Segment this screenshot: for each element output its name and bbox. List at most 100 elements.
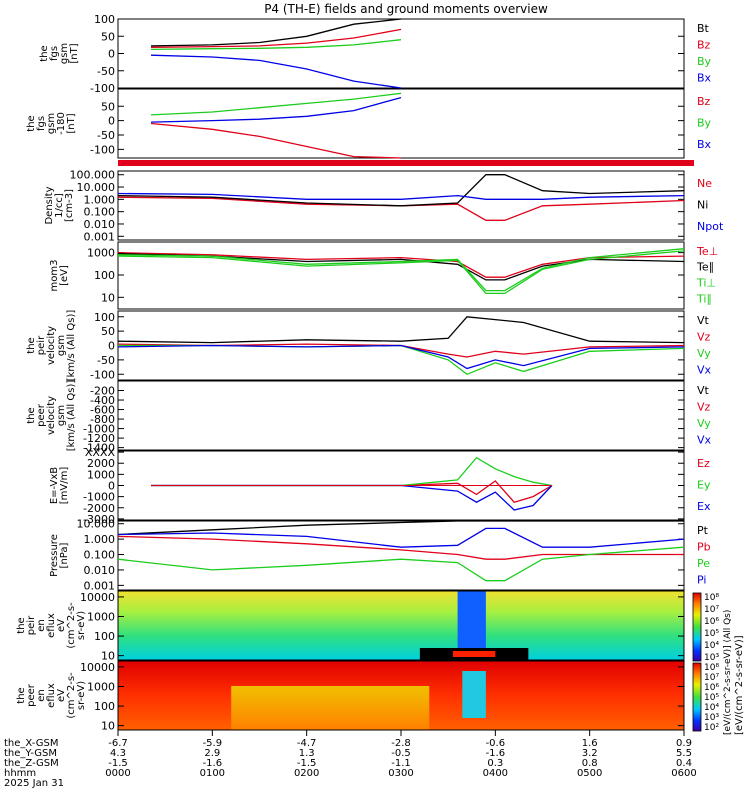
y-tick-label: 0 — [108, 480, 115, 493]
y-axis-label: gsm — [46, 113, 57, 134]
colorbar-label: 10⁴ — [704, 703, 719, 713]
x-tick-label: -4.7 — [297, 738, 317, 749]
y-tick-label: -1400 — [83, 442, 115, 455]
y-tick-label: 10000 — [80, 661, 115, 674]
x-tick-label: -5.9 — [203, 738, 223, 749]
x-tick-label: -1.6 — [203, 758, 223, 769]
y-axis-label: en — [36, 619, 47, 632]
y-tick-label: 0.100 — [84, 206, 116, 219]
legend-label: Npot — [697, 220, 724, 233]
x-tick-label: 5.5 — [676, 748, 692, 759]
y-axis-label: [km/s (All Qs)] — [66, 380, 77, 452]
panel-peer_spec: 10000 1000 100 10 the peer en eflux eV (cm^2-s-sr… — [16, 660, 685, 733]
colorbar-subtitle: [eV/(cm^2-s-sr-eV)] (All Qs) — [723, 610, 733, 735]
x-tick-label: -2.8 — [391, 738, 411, 749]
y-axis-label: [nT] — [66, 113, 77, 133]
y-axis-label: Density — [44, 186, 55, 224]
y-axis-label: peer — [26, 683, 37, 707]
y-tick-label: 1.000 — [84, 193, 116, 206]
legend-label: Vz — [697, 330, 711, 343]
series-line-Ex — [151, 484, 553, 511]
y-axis-label: peer — [36, 403, 47, 427]
x-tick-label: 0300 — [388, 768, 413, 779]
legend-label: Bx — [697, 71, 712, 84]
y-tick-label: -3000 — [83, 513, 115, 526]
y-tick-label: 100 — [94, 13, 115, 26]
series-line-Vx — [117, 344, 685, 370]
legend-label: Pb — [697, 540, 711, 553]
x-tick-label: -1.1 — [391, 758, 411, 769]
y-tick-label: -600 — [90, 404, 115, 417]
series-line-Pi — [117, 527, 685, 548]
x-tick-label: -1.6 — [486, 748, 506, 759]
y-tick-label: 50 — [101, 100, 115, 113]
panel-pressure: 10.000 1.000 0.100 0.010 0.001 Pressure [nPa] P… — [49, 518, 711, 593]
x-row-label: hhmm — [4, 768, 36, 779]
panel-vel_peer: -200-400-600-800-1000-1200-1400 the peer ve… — [26, 380, 712, 455]
series-line-Pb — [117, 535, 684, 560]
y-axis-label: the — [26, 115, 37, 131]
y-axis-label: -180 — [56, 112, 67, 135]
y-tick-label: 100 — [94, 630, 115, 643]
y-tick-label: 10.000 — [77, 518, 116, 531]
panel-frame — [117, 590, 685, 661]
y-axis-label: [eV] — [59, 265, 70, 286]
x-tick-label: 0600 — [671, 768, 696, 779]
series-line-Ey — [151, 456, 553, 487]
y-axis-label: [km/s (All Qs)] — [66, 310, 77, 382]
y-tick-label: 100.000 — [70, 169, 116, 182]
legend-label: Pi — [697, 573, 706, 586]
x-row-label: the_Z-GSM — [4, 758, 59, 769]
y-tick-label: 10 — [101, 650, 115, 663]
y-axis-label: the — [26, 407, 37, 423]
y-tick-label: 0 — [108, 340, 115, 353]
series-line-Ti∥ — [117, 250, 685, 295]
legend-label: Vy — [697, 347, 711, 360]
y-tick-label: -2000 — [83, 502, 115, 515]
legend-label: Pe — [697, 557, 710, 570]
panel-fgs_gsm_clip: 50 0-50-100 the fgs gsm -180 [nT] Bz By Bx — [26, 88, 712, 159]
legend-label: Te⊥ — [696, 245, 718, 258]
colorbar-label: 10⁵ — [704, 693, 719, 703]
x-tick-label: 0100 — [200, 768, 225, 779]
x-tick-label: -0.6 — [486, 738, 506, 749]
y-tick-label: 100 — [94, 269, 115, 282]
y-axis-label: Pressure — [49, 534, 60, 577]
y-tick-label: 50 — [101, 325, 115, 338]
x-tick-label: 1.6 — [582, 738, 598, 749]
y-axis-label: fgs — [36, 116, 47, 131]
plot-title: P4 (TH-E) fields and ground moments over… — [264, 2, 548, 16]
y-tick-label: 100 — [94, 311, 115, 324]
y-tick-label: 10000 — [80, 591, 115, 604]
y-tick-label: 0.010 — [84, 218, 116, 231]
y-tick-label: 10 — [101, 291, 115, 304]
legend-label: Te∥ — [696, 261, 714, 274]
y-tick-label: -1200 — [83, 432, 115, 445]
series-line-Vy — [118, 344, 685, 376]
legend-label: Vt — [697, 314, 710, 327]
y-axis-label: peir — [26, 615, 37, 635]
y-axis-label: the — [16, 687, 27, 703]
x-tick-label: 0.8 — [582, 758, 598, 769]
colorbar-title: [eV/(cm^2-s-sr-eV)] — [734, 635, 745, 735]
legend-label: Vx — [697, 363, 712, 376]
y-axis-label: eV — [56, 619, 67, 632]
panel-peir_spec: 10000 1000 100 10 the peir en eflux eV (cm^2-s-sr… — [16, 590, 685, 663]
series-line-Ni — [117, 174, 685, 207]
y-tick-label: -50 — [97, 65, 115, 78]
y-tick-label: 1.000 — [84, 533, 116, 546]
legend-label: Bx — [697, 138, 712, 151]
y-tick-label: -100 — [90, 143, 115, 156]
x-tick-label: -0.5 — [391, 748, 411, 759]
y-axis-label: eflux — [46, 613, 57, 638]
series-line-Vt — [117, 316, 685, 344]
series-line-Bx — [150, 54, 402, 89]
y-axis-label: sr-eV) — [76, 681, 87, 710]
x-row-label: the_X-GSM — [4, 738, 58, 749]
spectrogram-fill — [118, 591, 684, 660]
legend-label: Ti⊥ — [696, 277, 716, 290]
legend-label: By — [697, 55, 712, 68]
